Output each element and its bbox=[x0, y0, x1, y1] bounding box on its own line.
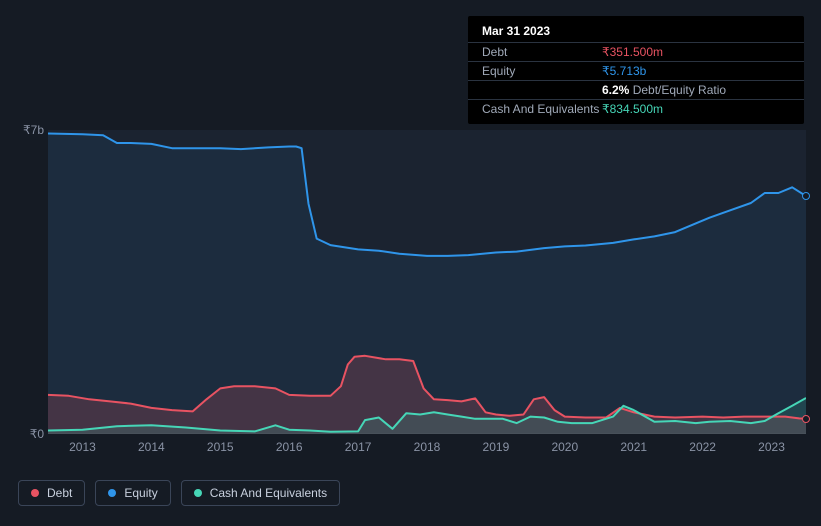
tooltip-value: ₹834.500m bbox=[602, 102, 663, 116]
chart-svg bbox=[48, 130, 806, 434]
y-tick-label: ₹0 bbox=[16, 427, 44, 441]
tooltip-row: Equity₹5.713b bbox=[468, 61, 804, 80]
legend-dot-icon bbox=[194, 489, 202, 497]
series-endpoint-marker bbox=[802, 415, 810, 423]
tooltip-row: Debt₹351.500m bbox=[468, 42, 804, 61]
legend-item[interactable]: Cash And Equivalents bbox=[181, 480, 340, 506]
tooltip-value: ₹351.500m bbox=[602, 45, 663, 59]
series-endpoint-marker bbox=[802, 192, 810, 200]
tooltip-label: Debt bbox=[482, 45, 602, 59]
x-tick-label: 2019 bbox=[483, 440, 510, 454]
legend-item[interactable]: Debt bbox=[18, 480, 85, 506]
x-tick-label: 2016 bbox=[276, 440, 303, 454]
x-tick-label: 2018 bbox=[414, 440, 441, 454]
tooltip-row: 6.2% Debt/Equity Ratio bbox=[468, 80, 804, 99]
chart-container: ₹0₹7b 2013201420152016201720182019202020… bbox=[16, 118, 806, 462]
legend-label: Cash And Equivalents bbox=[210, 486, 327, 500]
x-tick-label: 2015 bbox=[207, 440, 234, 454]
tooltip-label bbox=[482, 83, 602, 97]
y-tick-label: ₹7b bbox=[16, 123, 44, 137]
legend-label: Debt bbox=[47, 486, 72, 500]
x-tick-label: 2014 bbox=[138, 440, 165, 454]
tooltip-value: 6.2% Debt/Equity Ratio bbox=[602, 83, 726, 97]
x-tick-label: 2013 bbox=[69, 440, 96, 454]
x-tick-label: 2022 bbox=[689, 440, 716, 454]
legend: Debt Equity Cash And Equivalents bbox=[18, 480, 340, 506]
x-axis-labels: 2013 2014 2015 2016 2017 2018 2019 2020 2021 2022… bbox=[48, 440, 806, 460]
legend-dot-icon bbox=[108, 489, 116, 497]
x-tick-label: 2020 bbox=[551, 440, 578, 454]
legend-label: Equity bbox=[124, 486, 157, 500]
tooltip-panel: Mar 31 2023 Debt₹351.500mEquity₹5.713b6.… bbox=[468, 16, 804, 124]
x-tick-label: 2017 bbox=[345, 440, 372, 454]
tooltip-value: ₹5.713b bbox=[602, 64, 646, 78]
chart-plot-area[interactable] bbox=[48, 130, 806, 434]
tooltip-label: Cash And Equivalents bbox=[482, 102, 602, 116]
legend-item[interactable]: Equity bbox=[95, 480, 170, 506]
tooltip-row: Cash And Equivalents₹834.500m bbox=[468, 99, 804, 118]
tooltip-rows: Debt₹351.500mEquity₹5.713b6.2% Debt/Equi… bbox=[468, 42, 804, 118]
legend-dot-icon bbox=[31, 489, 39, 497]
x-tick-label: 2023 bbox=[758, 440, 785, 454]
x-tick-label: 2021 bbox=[620, 440, 647, 454]
tooltip-label: Equity bbox=[482, 64, 602, 78]
tooltip-title: Mar 31 2023 bbox=[468, 22, 804, 42]
